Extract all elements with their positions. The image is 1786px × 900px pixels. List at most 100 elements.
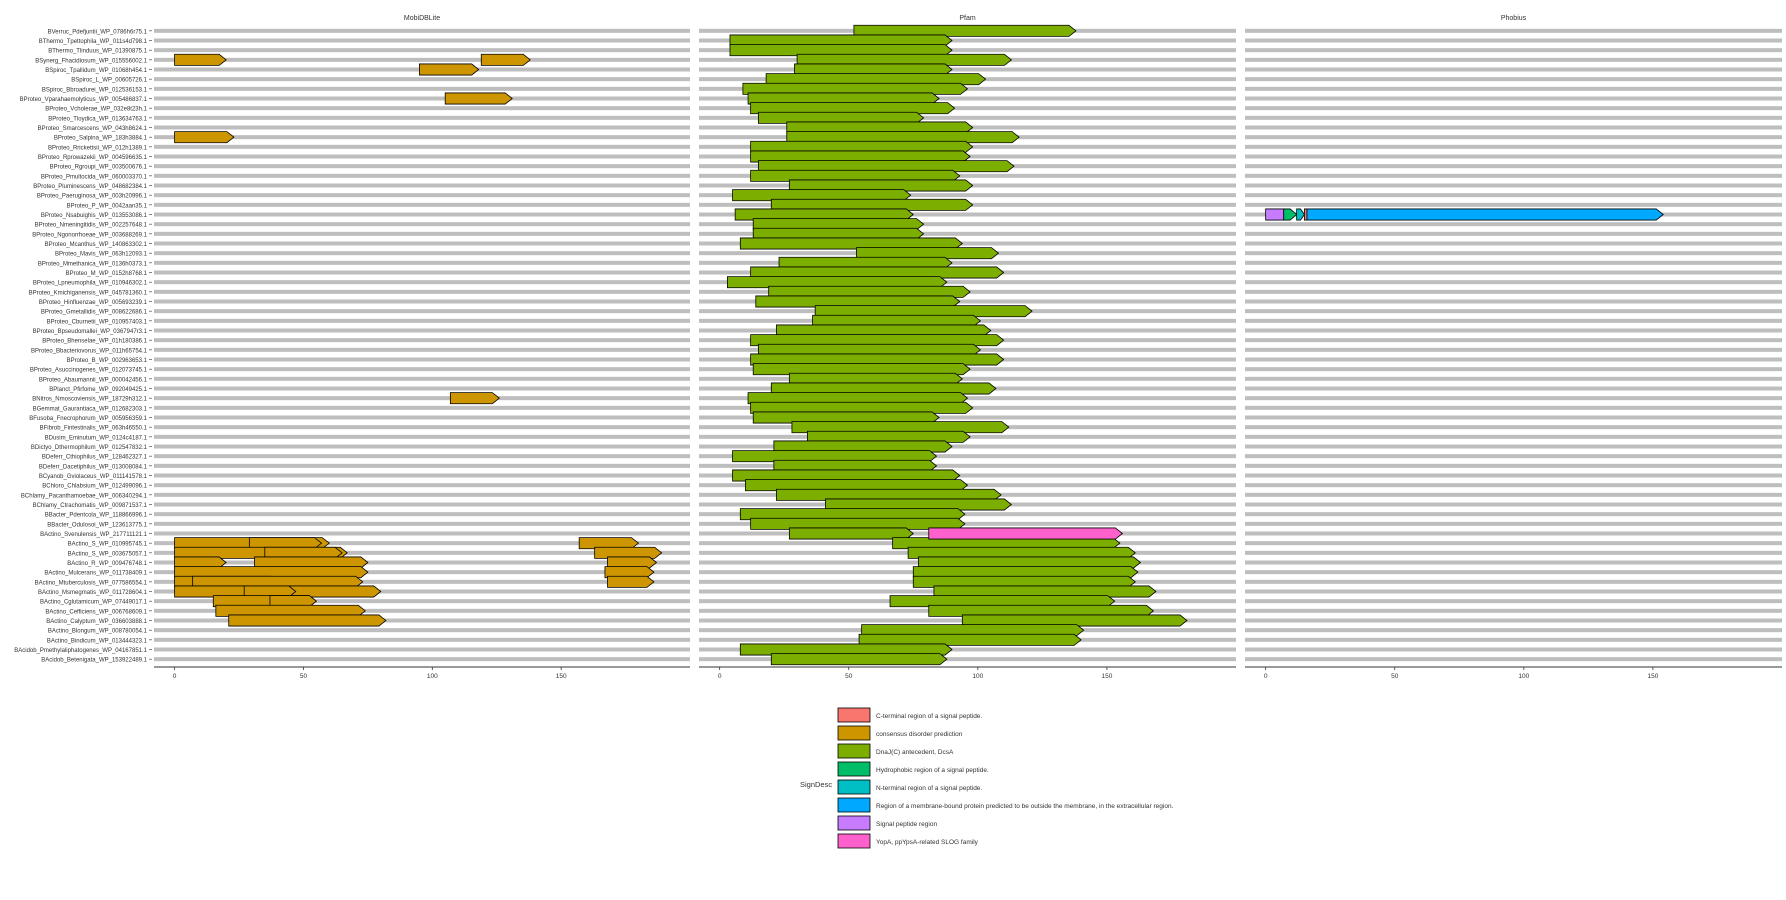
protein-label: BVerruc_Pdefjuntii_WP_0786h6r75.1 (48, 29, 148, 35)
protein-backbone (1245, 106, 1782, 111)
protein-label: BProteo_Asuccinogenes_WP_012073745.1 (30, 368, 148, 374)
protein-backbone (1245, 299, 1782, 304)
dnaj-segment (889, 595, 1116, 608)
dnaj-segment (726, 276, 948, 289)
dnaj-segment (861, 624, 1085, 637)
dnaj-segment (788, 372, 963, 385)
protein-label: BProteo_Lpneumophila_WP_010946302.1 (33, 281, 148, 287)
dnaj-segment (732, 450, 938, 463)
disorder-segment (215, 604, 366, 617)
protein-backbone (1245, 579, 1782, 584)
disorder-segment (174, 53, 227, 66)
protein-backbone (1245, 492, 1782, 497)
protein-backbone (154, 492, 690, 497)
protein-backbone (154, 541, 690, 546)
dnaj-segment (750, 266, 1005, 279)
protein-label: BProteo_M_WP_0152h8768.1 (66, 271, 148, 277)
yopa-segment (928, 527, 1124, 540)
protein-backbone (1245, 222, 1782, 227)
protein-backbone (699, 260, 1236, 265)
protein-backbone (154, 357, 690, 362)
protein-backbone (1245, 338, 1782, 343)
panel-title: Pfam (959, 15, 976, 22)
protein-backbone (154, 154, 690, 159)
protein-backbone (154, 473, 690, 478)
x-tick-label: 50 (300, 673, 308, 680)
protein-backbone (154, 560, 690, 565)
disorder-segment (607, 556, 658, 569)
protein-backbone (154, 86, 690, 91)
protein-backbone (154, 183, 690, 188)
protein-label: BProteo_Ngonorrhoeae_WP_003688269.1 (32, 232, 147, 238)
protein-backbone (154, 318, 690, 323)
protein-backbone (699, 222, 1236, 227)
protein-label: BProteo_Bbacteriovorus_WP_011h65754.1 (31, 348, 148, 354)
protein-backbone (1245, 454, 1782, 459)
protein-backbone (154, 260, 690, 265)
dnaj-segment (747, 92, 940, 105)
protein-backbone (1245, 444, 1782, 449)
dnaj-segment (773, 440, 953, 453)
protein-backbone (1245, 260, 1782, 265)
protein-label: BThermo_Tpettophila_WP_011s4d798.1 (39, 39, 148, 45)
protein-backbone (154, 106, 690, 111)
legend-label: consensus disorder prediction (876, 731, 963, 738)
protein-label: BProteo_Cburnetii_WP_010957403.1 (47, 319, 148, 325)
protein-backbone (699, 376, 1236, 381)
protein-backbone (699, 280, 1236, 285)
dnaj-segment (928, 604, 1155, 617)
disorder-segment (248, 537, 323, 550)
dnaj-segment (745, 479, 969, 492)
disorder-segment (480, 53, 531, 66)
protein-label: BActino_Msmegmatis_WP_011728604.1 (38, 590, 148, 596)
legend-swatch (837, 833, 871, 849)
protein-backbone (1245, 193, 1782, 198)
protein-backbone (1245, 628, 1782, 633)
dnaj-segment (788, 527, 914, 540)
panel-phobius: Phobius 0 50 100 150 (1245, 15, 1782, 680)
disorder-segment (228, 614, 387, 627)
protein-backbone (1245, 512, 1782, 517)
dnaj-segment (814, 305, 1033, 318)
protein-backbone (154, 289, 690, 294)
x-tick-label: 100 (972, 673, 983, 680)
dnaj-segment (788, 179, 974, 192)
protein-label: BProteo_Tloydica_WP_013634763.1 (48, 116, 147, 122)
x-tick-label: 150 (1647, 673, 1658, 680)
dnaj-segment (752, 411, 940, 424)
legend-label: DnaJ(C) antecedent, DcsA (876, 749, 954, 756)
protein-label: BSynerg_Fhacidiosum_WP_015556002.1 (35, 58, 147, 64)
protein-label: BActino_Cefficiens_WP_006768609.1 (45, 609, 147, 615)
protein-backbone (699, 415, 1236, 420)
protein-backbone (699, 512, 1236, 517)
disorder-segment (449, 392, 500, 405)
protein-backbone (699, 173, 1236, 178)
dnaj-segment (732, 189, 912, 202)
protein-backbone (154, 28, 690, 33)
protein-backbone (1245, 183, 1782, 188)
protein-label: BProteo_Salpina_WP_183h3884.1 (54, 136, 148, 142)
protein-label: BDeferr_Cthiophilus_WP_128462327.1 (42, 455, 148, 461)
disorder-segment (578, 537, 640, 550)
protein-backbone (699, 299, 1236, 304)
protein-backbone (154, 512, 690, 517)
protein-backbone (154, 96, 690, 101)
protein-label: BProteo_Vparahaemolyticus_WP_005486837.1 (20, 97, 148, 103)
protein-label: BChloro_Chlabsium_WP_012499096.1 (42, 484, 147, 490)
protein-backbone (154, 299, 690, 304)
protein-backbone (154, 57, 690, 62)
protein-label: BFusoba_Fnecrophorum_WP_005956359.1 (29, 416, 147, 422)
protein-label: BFibrob_Fintestinalis_WP_063h46550.1 (40, 426, 148, 432)
disorder-segment (254, 556, 369, 569)
protein-backbone (699, 521, 1236, 526)
dnaj-segment (856, 247, 1000, 260)
legend-swatch (837, 761, 871, 777)
protein-label: BProteo_Nmeningitidis_WP_002257648.1 (35, 223, 148, 229)
protein-label: BProteo_Rprowazekii_WP_004596635.1 (38, 155, 148, 161)
protein-backbone (1245, 396, 1782, 401)
protein-backbone (1245, 135, 1782, 140)
protein-backbone (154, 531, 690, 536)
dnaj-segment (794, 63, 953, 76)
legend-swatch (837, 707, 871, 723)
